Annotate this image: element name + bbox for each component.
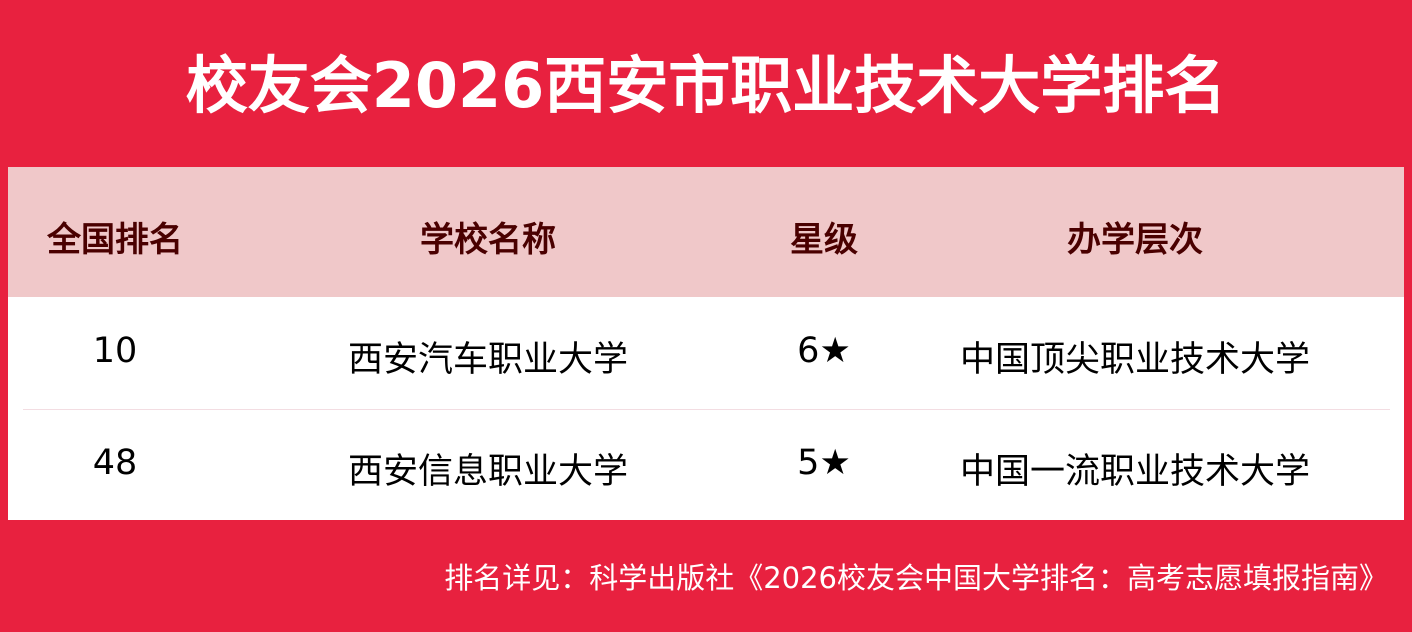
rank-cell: 10 <box>92 331 138 371</box>
header-school-level: 办学层次 <box>1067 220 1203 260</box>
header-school-name: 学校名称 <box>420 220 556 260</box>
star-cell: 6★ <box>797 331 851 371</box>
table-row: 48 西安信息职业大学 5★ 中国一流职业技术大学 <box>8 409 1404 520</box>
level-cell: 中国顶尖职业技术大学 <box>959 340 1311 380</box>
header-national-rank: 全国排名 <box>47 220 183 260</box>
level-cell: 中国一流职业技术大学 <box>959 452 1311 492</box>
table-row: 10 西安汽车职业大学 6★ 中国顶尖职业技术大学 <box>8 297 1404 408</box>
school-name-cell: 西安汽车职业大学 <box>347 340 629 380</box>
row-divider <box>23 409 1390 410</box>
table-header: 全国排名 学校名称 星级 办学层次 <box>8 167 1404 297</box>
rank-cell: 48 <box>92 443 138 483</box>
source-note: 排名详见：科学出版社《2026校友会中国大学排名：高考志愿填报指南》 <box>444 561 1388 595</box>
school-name-cell: 西安信息职业大学 <box>347 452 629 492</box>
header-star-level: 星级 <box>790 220 858 260</box>
page-title: 校友会2026西安市职业技术大学排名 <box>185 49 1227 122</box>
star-cell: 5★ <box>797 443 851 483</box>
ranking-table: 全国排名 学校名称 星级 办学层次 10 西安汽车职业大学 6★ 中国顶尖职业技… <box>8 167 1404 520</box>
